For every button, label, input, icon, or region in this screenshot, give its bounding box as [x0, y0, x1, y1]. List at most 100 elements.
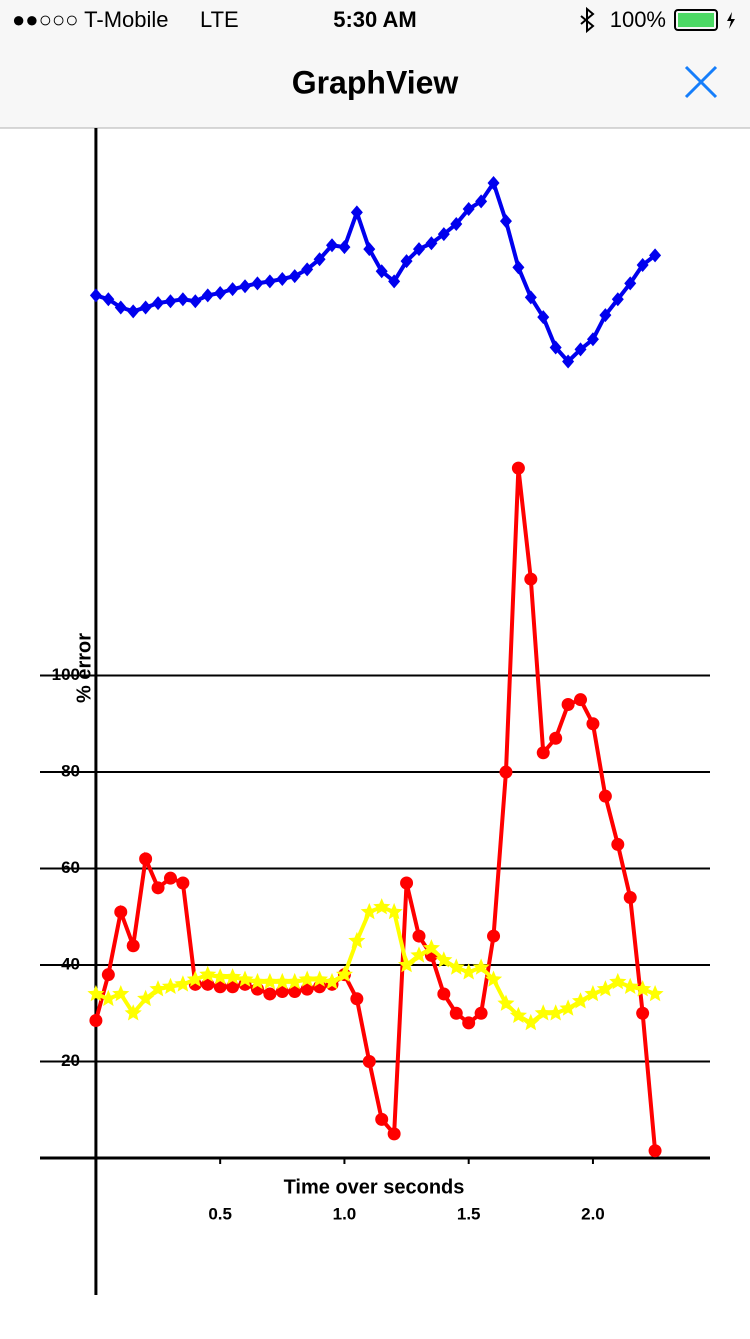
diamond-marker — [214, 285, 227, 300]
circle-marker — [623, 890, 637, 904]
circle-marker — [561, 698, 575, 712]
top-bar — [0, 0, 750, 128]
diamond-marker — [412, 242, 425, 257]
diamond-marker — [313, 252, 326, 267]
diamond-marker — [475, 194, 488, 209]
star-marker — [137, 989, 155, 1007]
star-marker — [422, 939, 440, 956]
circle-marker — [176, 876, 190, 890]
star-marker — [634, 980, 652, 997]
star-marker — [298, 970, 316, 987]
diamond-marker — [437, 227, 450, 242]
diamond-marker — [164, 294, 177, 309]
diamond-marker — [288, 269, 301, 284]
x-tick-label: 0.5 — [208, 1204, 232, 1223]
star-marker — [609, 972, 627, 990]
star-marker — [273, 972, 291, 990]
star-marker — [485, 970, 503, 987]
star-marker — [199, 965, 217, 982]
circle-marker — [400, 876, 414, 890]
circle-marker — [114, 905, 128, 919]
circle-marker — [462, 1016, 476, 1030]
diamond-marker — [152, 296, 165, 311]
diamond-marker — [176, 292, 189, 307]
diamond-marker — [350, 205, 363, 220]
star-marker — [447, 958, 465, 975]
circle-marker — [511, 461, 525, 475]
circle-marker — [437, 987, 451, 1001]
star-marker — [472, 958, 490, 975]
star-marker — [572, 992, 590, 1009]
star-marker — [559, 999, 577, 1016]
circle-marker — [288, 985, 302, 999]
star-marker — [410, 946, 428, 963]
charging-icon — [727, 12, 735, 29]
star-marker — [224, 968, 242, 985]
carrier: ●●○○○ T-Mobile — [12, 7, 169, 32]
diamond-marker — [624, 276, 637, 291]
diamond-marker — [649, 248, 662, 263]
circle-marker — [263, 987, 277, 1001]
y-tick-label: 80 — [61, 762, 80, 781]
battery-icon — [674, 9, 718, 31]
star-marker — [186, 970, 204, 987]
star-marker — [211, 968, 229, 985]
circle-marker — [151, 881, 165, 895]
circle-marker — [139, 852, 153, 866]
star-marker — [646, 985, 664, 1002]
x-tick-label: 1.5 — [457, 1204, 481, 1223]
diamond-marker — [636, 258, 649, 273]
circle-marker — [598, 789, 612, 803]
diamond-marker — [562, 354, 575, 369]
circle-marker — [375, 1112, 389, 1126]
circle-marker — [213, 980, 227, 994]
x-tick-label: 1.0 — [333, 1204, 357, 1223]
star-marker — [596, 980, 614, 997]
star-marker — [547, 1004, 565, 1021]
diamond-marker — [127, 304, 140, 319]
diamond-marker — [338, 240, 351, 255]
circle-marker — [487, 929, 501, 943]
circle-marker — [412, 929, 426, 943]
diamond-marker — [139, 300, 152, 315]
star-marker — [385, 902, 403, 920]
diamond-marker — [326, 238, 339, 253]
circle-marker — [101, 968, 115, 982]
diamond-marker — [450, 217, 463, 232]
diamond-marker — [226, 282, 239, 297]
star-marker — [509, 1006, 527, 1023]
circle-marker — [499, 765, 513, 779]
star-marker — [149, 980, 167, 997]
star-marker — [311, 970, 329, 987]
star-marker — [621, 977, 639, 994]
diamond-marker — [524, 290, 537, 305]
star-marker — [112, 985, 130, 1002]
star-marker — [161, 977, 179, 994]
y-tick-label: 40 — [61, 955, 80, 974]
circle-marker — [536, 746, 550, 760]
diamond-marker — [363, 242, 376, 257]
circle-marker — [449, 1006, 463, 1020]
circle-marker — [362, 1055, 376, 1069]
circle-marker — [574, 693, 588, 707]
star-marker — [124, 1004, 142, 1021]
diamond-marker — [512, 260, 525, 275]
circle-marker — [300, 982, 314, 996]
circle-marker — [636, 1006, 650, 1020]
close-button[interactable] — [684, 65, 718, 99]
star-marker — [261, 972, 279, 990]
circle-marker — [611, 837, 625, 851]
battery-level — [678, 13, 714, 27]
diamond-marker — [400, 254, 413, 269]
nav-title: GraphView — [292, 64, 459, 100]
circle-marker — [648, 1144, 662, 1158]
star-marker — [248, 972, 266, 990]
diamond-marker — [301, 262, 314, 277]
series-line — [95, 178, 657, 365]
star-marker — [87, 985, 105, 1002]
circle-marker — [524, 572, 538, 586]
star-marker — [398, 956, 416, 973]
diamond-marker — [425, 236, 438, 251]
network: LTE — [200, 7, 239, 32]
